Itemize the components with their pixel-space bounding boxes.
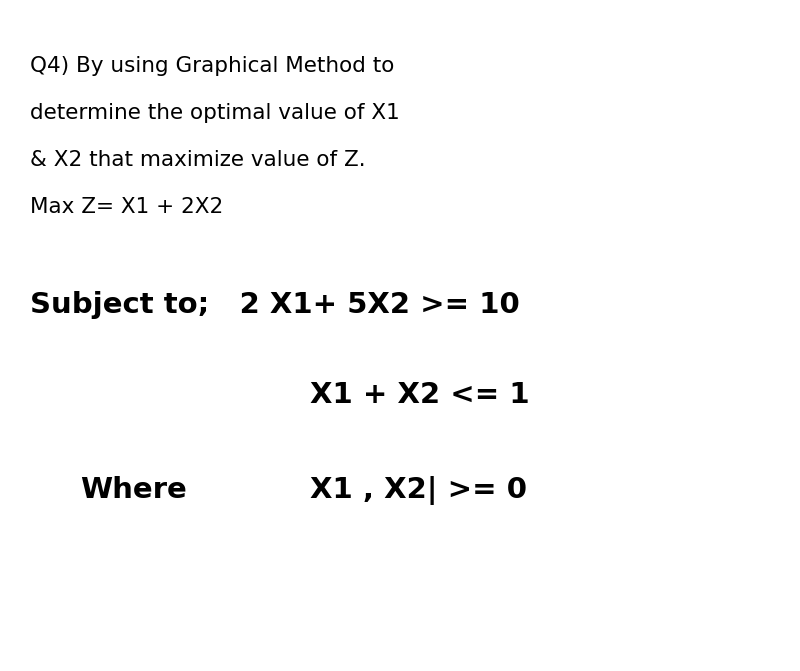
Text: Q4) By using Graphical Method to: Q4) By using Graphical Method to <box>30 56 394 76</box>
Text: & X2 that maximize value of Z.: & X2 that maximize value of Z. <box>30 150 366 170</box>
Text: Where: Where <box>80 476 186 504</box>
Text: X1 , X2| >= 0: X1 , X2| >= 0 <box>310 476 527 505</box>
Text: determine the optimal value of X1: determine the optimal value of X1 <box>30 103 400 123</box>
Text: X1 + X2 <= 1: X1 + X2 <= 1 <box>310 381 530 409</box>
Text: Max Z= X1 + 2X2: Max Z= X1 + 2X2 <box>30 197 223 217</box>
Text: Subject to;   2 X1+ 5X2 >= 10: Subject to; 2 X1+ 5X2 >= 10 <box>30 291 520 319</box>
